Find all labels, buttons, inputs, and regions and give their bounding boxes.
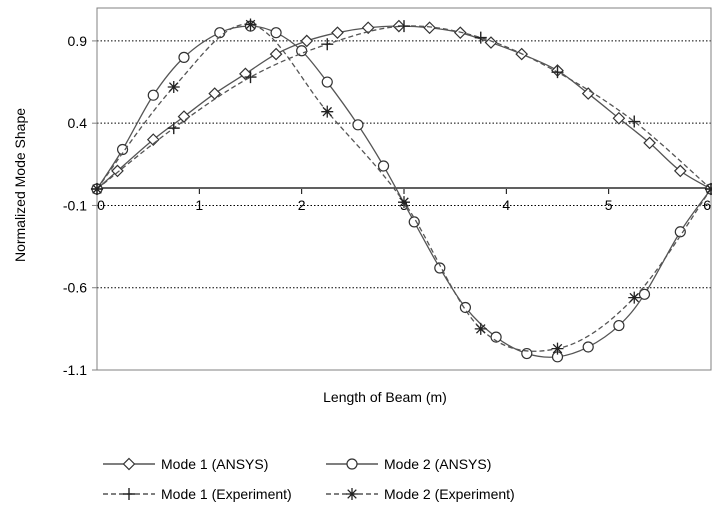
y-tick-label-2: -0.1 (63, 197, 87, 213)
series-0-point-11 (423, 21, 436, 35)
series-0-point-6 (269, 47, 283, 61)
legend-label-3: Mode 2 (Experiment) (384, 486, 515, 502)
legend-marker-1 (346, 458, 358, 470)
series-0-point-8 (331, 26, 344, 40)
series-3-point-1 (167, 80, 180, 93)
series-0-point-4 (208, 87, 222, 100)
series-1-point-6 (270, 27, 282, 39)
series-1-point-3 (178, 51, 190, 63)
series-0-point-17 (612, 111, 626, 125)
series-0-point-1 (111, 164, 124, 178)
series-0-point-7 (300, 34, 314, 48)
series-3-point-6 (551, 342, 564, 355)
series-2 (91, 20, 712, 195)
legend-label-0: Mode 1 (ANSYS) (161, 456, 268, 472)
y-tick-label-3: -0.6 (63, 280, 87, 296)
series-1-point-11 (408, 216, 420, 228)
legend-marker-3 (346, 488, 358, 500)
y-tick-label-1: 0.4 (68, 115, 88, 131)
y-tick-label-0: 0.9 (68, 33, 88, 49)
series-1-point-7 (296, 45, 308, 57)
legend: Mode 1 (ANSYS) Mode 2 (ANSYS) Mode 1 (Expe… (103, 456, 515, 502)
y-axis-ticks: 0.9 0.4 -0.1 -0.6 -1.1 (63, 33, 97, 378)
series-0-point-2 (146, 133, 160, 146)
legend-item-3: Mode 2 (Experiment) (326, 486, 515, 502)
series-2-point-3 (321, 38, 334, 51)
series-1-point-15 (521, 347, 533, 360)
x-axis-title: Length of Beam (m) (323, 389, 447, 405)
series-1-point-10 (377, 160, 390, 172)
series-2-line (96, 25, 712, 190)
legend-label-2: Mode 1 (Experiment) (161, 486, 292, 502)
legend-marker-0 (122, 457, 136, 471)
series-0-point-9 (361, 21, 375, 35)
series-1-point-8 (321, 76, 333, 88)
series-1-point-17 (582, 341, 594, 353)
series-0-point-13 (484, 36, 498, 49)
series-2-point-2 (244, 71, 257, 84)
series-1-point-1 (116, 143, 129, 156)
series-2-point-5 (474, 31, 487, 44)
series (90, 18, 712, 363)
series-0-point-19 (673, 164, 687, 178)
series-3-point-7 (628, 291, 641, 304)
series-2-point-1 (167, 122, 180, 135)
x-tick-label-4: 4 (502, 197, 510, 213)
series-3-point-0 (91, 183, 103, 195)
series-1-point-20 (674, 226, 686, 238)
x-tick-label-2: 2 (298, 197, 306, 213)
series-3-point-4 (398, 196, 410, 209)
x-tick-label-6: 6 (703, 197, 711, 213)
series-3-point-3 (321, 105, 334, 118)
series-0-point-3 (177, 110, 191, 123)
series-1 (91, 20, 712, 363)
series-0-line (96, 25, 712, 190)
series-3-point-8 (705, 183, 712, 195)
y-axis-title: Normalized Mode Shape (12, 108, 28, 262)
series-3-point-2 (244, 18, 257, 31)
series-1-point-9 (352, 119, 364, 131)
series-2-point-6 (551, 66, 564, 79)
series-3-point-5 (474, 322, 487, 335)
gridlines (97, 40, 711, 289)
legend-marker-2 (123, 488, 135, 500)
series-3 (91, 18, 712, 355)
x-tick-label-0: 0 (97, 197, 105, 213)
series-1-point-2 (147, 89, 159, 101)
legend-item-2: Mode 1 (Experiment) (103, 486, 292, 502)
series-1-point-13 (459, 301, 471, 314)
series-1-line (96, 25, 712, 358)
legend-label-1: Mode 2 (ANSYS) (384, 456, 491, 472)
y-tick-label-4: -1.1 (63, 362, 87, 378)
series-0-point-18 (643, 136, 656, 150)
series-2-point-4 (398, 20, 410, 33)
x-tick-label-1: 1 (195, 197, 203, 213)
series-1-point-19 (638, 288, 651, 300)
series-0 (90, 19, 712, 196)
legend-item-0: Mode 1 (ANSYS) (103, 456, 268, 472)
series-2-point-7 (628, 115, 641, 128)
legend-item-1: Mode 2 (ANSYS) (326, 456, 491, 472)
series-1-point-18 (613, 319, 625, 332)
x-tick-label-5: 5 (605, 197, 613, 213)
